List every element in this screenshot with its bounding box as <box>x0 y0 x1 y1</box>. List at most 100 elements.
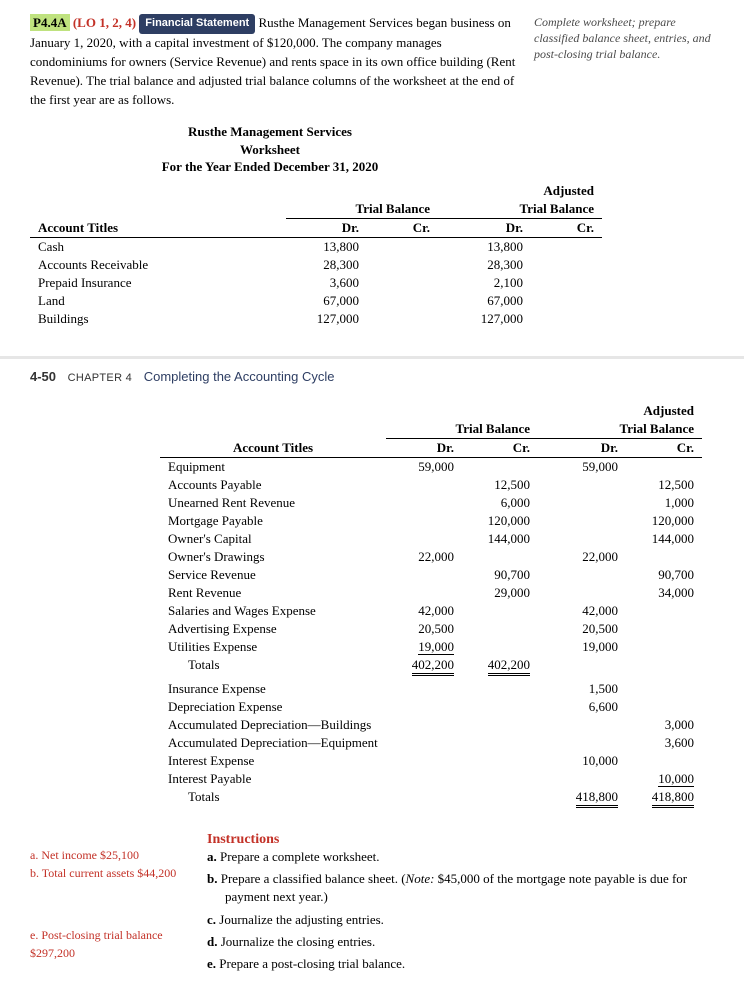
col-adjusted: Adjusted <box>438 182 602 200</box>
atb-dr <box>538 716 626 734</box>
atb-dr: 59,000 <box>538 458 626 477</box>
table-row: Prepaid Insurance3,6002,100 <box>30 274 602 292</box>
tb-dr-total: 402,200 <box>386 656 462 674</box>
account-name: Equipment <box>160 458 386 477</box>
totals-row: Totals418,800418,800 <box>160 788 702 806</box>
instruction-d-text: Journalize the closing entries. <box>221 934 376 949</box>
trial-balance-table-top: Adjusted Trial Balance Trial Balance Acc… <box>30 182 602 328</box>
trial-balance-table-bottom: Adjusted Trial Balance Trial Balance Acc… <box>160 402 702 806</box>
instruction-a: a. Prepare a complete worksheet. <box>225 848 714 866</box>
atb-cr <box>626 620 702 638</box>
atb-cr <box>626 548 702 566</box>
instruction-c-text: Journalize the adjusting entries. <box>219 912 384 927</box>
tb-dr: 20,500 <box>386 620 462 638</box>
col-cr-2: Cr. <box>462 439 538 458</box>
account-name: Mortgage Payable <box>160 512 386 530</box>
col-cr-adj: Cr. <box>531 219 602 238</box>
tb-cr <box>367 292 438 310</box>
tb-dr: 127,000 <box>286 310 367 328</box>
col-dr-2: Dr. <box>386 439 462 458</box>
atb-cr: 1,000 <box>626 494 702 512</box>
instruction-b-pre: Prepare a classified balance sheet. ( <box>221 871 406 886</box>
table-row: Advertising Expense20,50020,500 <box>160 620 702 638</box>
col-dr-adj: Dr. <box>438 219 531 238</box>
account-name: Prepaid Insurance <box>30 274 286 292</box>
table-row: Land67,00067,000 <box>30 292 602 310</box>
account-name: Service Revenue <box>160 566 386 584</box>
atb-dr: 1,500 <box>538 680 626 698</box>
table-row: Depreciation Expense6,600 <box>160 698 702 716</box>
answer-e: e. Post-closing trial balance $297,200 <box>30 926 195 962</box>
account-name: Accumulated Depreciation—Equipment <box>160 734 386 752</box>
tb-cr <box>367 256 438 274</box>
table-row: Insurance Expense1,500 <box>160 680 702 698</box>
tb-dr <box>386 494 462 512</box>
tb-dr <box>386 566 462 584</box>
col-cr: Cr. <box>367 219 438 238</box>
atb-dr <box>538 584 626 602</box>
atb-cr <box>531 292 602 310</box>
tb-dr: 22,000 <box>386 548 462 566</box>
atb-cr: 10,000 <box>626 770 702 788</box>
tb-dr <box>386 584 462 602</box>
account-name: Rent Revenue <box>160 584 386 602</box>
atb-dr: 28,300 <box>438 256 531 274</box>
instruction-a-text: Prepare a complete worksheet. <box>220 849 380 864</box>
instruction-c: c. Journalize the adjusting entries. <box>225 911 714 929</box>
atb-dr: 13,800 <box>438 238 531 257</box>
atb-dr-total: 418,800 <box>538 788 626 806</box>
table-row: Accumulated Depreciation—Buildings3,000 <box>160 716 702 734</box>
intro-row: P4.4A (LO 1, 2, 4) Financial Statement R… <box>30 14 714 109</box>
account-name: Unearned Rent Revenue <box>160 494 386 512</box>
atb-cr: 144,000 <box>626 530 702 548</box>
tb-cr <box>462 620 538 638</box>
atb-dr: 22,000 <box>538 548 626 566</box>
table-row: Buildings127,000127,000 <box>30 310 602 328</box>
table-row: Owner's Drawings22,00022,000 <box>160 548 702 566</box>
tb-cr: 12,500 <box>462 476 538 494</box>
atb-cr <box>626 458 702 477</box>
tb-dr <box>386 512 462 530</box>
table-row: Salaries and Wages Expense42,00042,000 <box>160 602 702 620</box>
atb-dr: 20,500 <box>538 620 626 638</box>
atb-dr: 67,000 <box>438 292 531 310</box>
atb-cr: 3,000 <box>626 716 702 734</box>
table-row: Cash13,80013,800 <box>30 238 602 257</box>
table-row: Service Revenue90,70090,700 <box>160 566 702 584</box>
table-row: Utilities Expense19,00019,000 <box>160 638 702 656</box>
instruction-d: d. Journalize the closing entries. <box>225 933 714 951</box>
table-row: Owner's Capital144,000144,000 <box>160 530 702 548</box>
tb-cr <box>367 274 438 292</box>
answer-a: a. Net income $25,100 <box>30 846 195 864</box>
tb-cr <box>462 458 538 477</box>
col-dr: Dr. <box>286 219 367 238</box>
table-row: Interest Payable10,000 <box>160 770 702 788</box>
atb-dr: 42,000 <box>538 602 626 620</box>
atb-cr <box>626 752 702 770</box>
atb-cr: 3,600 <box>626 734 702 752</box>
col-dr-adj-2: Dr. <box>538 439 626 458</box>
account-name: Land <box>30 292 286 310</box>
totals-row: Totals402,200402,200 <box>160 656 702 674</box>
atb-dr <box>538 530 626 548</box>
tb-cr <box>462 638 538 656</box>
tb-cr <box>367 238 438 257</box>
tb-dr: 67,000 <box>286 292 367 310</box>
tb-cr: 144,000 <box>462 530 538 548</box>
instruction-e-text: Prepare a post-closing trial balance. <box>219 956 405 971</box>
ws-company: Rusthe Management Services <box>90 123 450 141</box>
tb-cr-total: 402,200 <box>462 656 538 674</box>
side-note: Complete worksheet; prepare classified b… <box>534 14 714 109</box>
atb-dr <box>538 566 626 584</box>
atb-cr <box>531 256 602 274</box>
atb-dr: 6,600 <box>538 698 626 716</box>
tb-dr: 13,800 <box>286 238 367 257</box>
atb-cr <box>626 698 702 716</box>
problem-id: P4.4A <box>30 14 70 31</box>
account-name: Owner's Drawings <box>160 548 386 566</box>
table-row: Mortgage Payable120,000120,000 <box>160 512 702 530</box>
tb-cr: 90,700 <box>462 566 538 584</box>
financial-statement-badge: Financial Statement <box>139 14 255 34</box>
answer-hints: a. Net income $25,100 b. Total current a… <box>30 822 195 977</box>
page-break: 4-50 CHAPTER 4 Completing the Accounting… <box>0 356 744 384</box>
